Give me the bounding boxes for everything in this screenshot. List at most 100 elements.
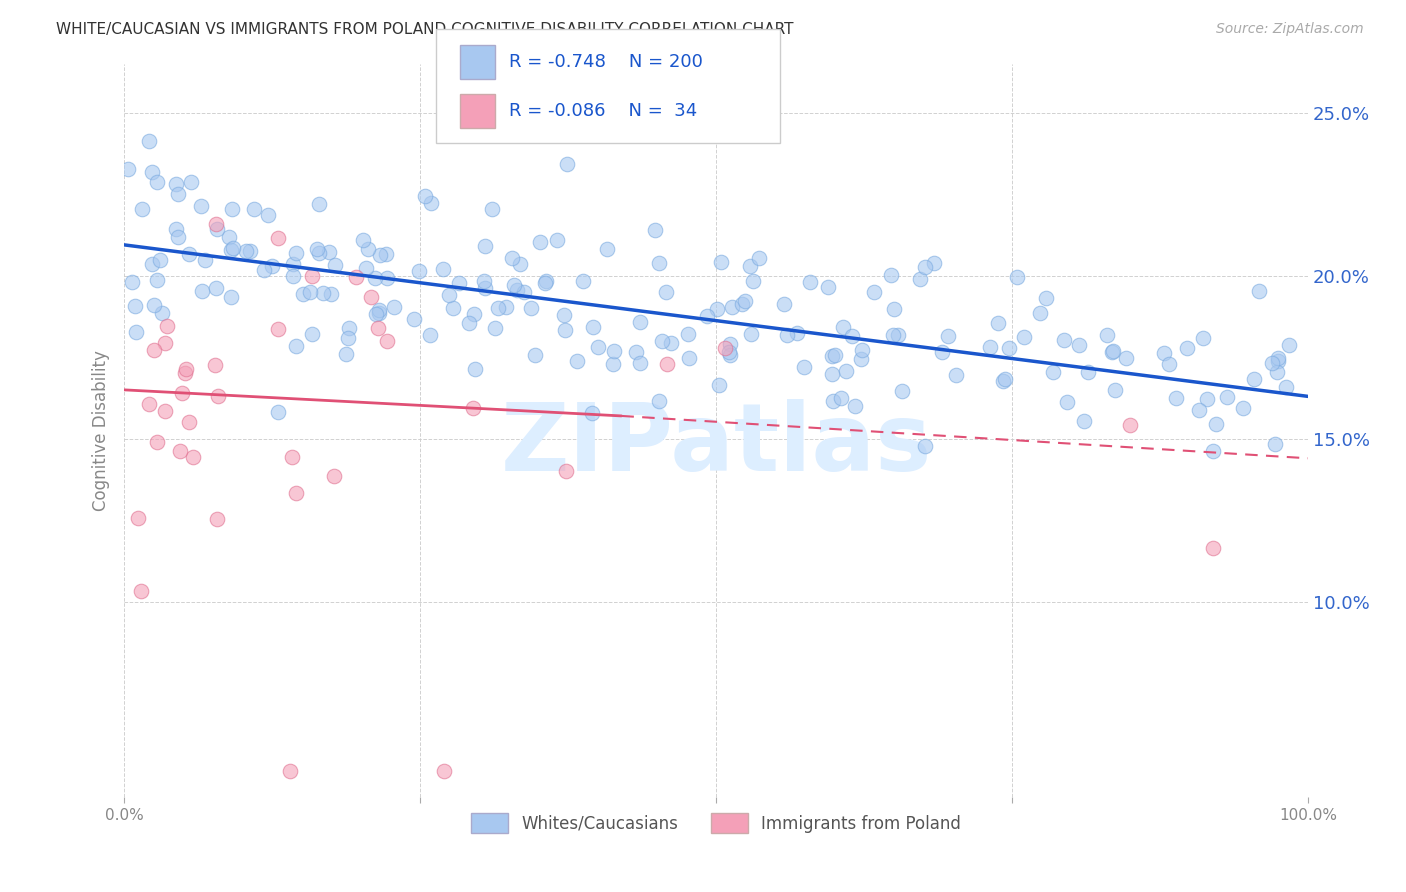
Point	[281, 269, 304, 284]
Point	[731, 297, 754, 311]
Point	[997, 342, 1019, 356]
Point	[717, 344, 740, 359]
Point	[1249, 284, 1271, 298]
Point	[495, 300, 517, 314]
Point	[773, 297, 796, 311]
Point	[501, 251, 523, 265]
Point	[312, 286, 335, 301]
Point	[1175, 341, 1198, 355]
Point	[841, 328, 863, 343]
Point	[1278, 338, 1301, 352]
Point	[167, 230, 190, 244]
Point	[375, 271, 398, 285]
Point	[367, 306, 389, 320]
Point	[1005, 270, 1028, 285]
Point	[335, 346, 357, 360]
Point	[221, 202, 243, 216]
Point	[222, 241, 245, 255]
Point	[472, 274, 495, 288]
Point	[243, 202, 266, 217]
Point	[1119, 418, 1142, 433]
Point	[1260, 356, 1282, 370]
Point	[830, 391, 852, 405]
Point	[420, 196, 443, 211]
Point	[337, 331, 360, 345]
Point	[554, 323, 576, 337]
Point	[718, 348, 741, 362]
Point	[1157, 357, 1180, 371]
Point	[382, 300, 405, 314]
Point	[156, 318, 179, 333]
Point	[150, 306, 173, 320]
Point	[323, 469, 346, 483]
Text: R = -0.748    N = 200: R = -0.748 N = 200	[509, 53, 703, 70]
Point	[1243, 372, 1265, 386]
Point	[218, 230, 240, 244]
Point	[714, 341, 737, 355]
Point	[831, 320, 853, 334]
Text: Source: ZipAtlas.com: Source: ZipAtlas.com	[1216, 22, 1364, 37]
Point	[408, 263, 430, 277]
Point	[413, 189, 436, 203]
Point	[1028, 306, 1050, 320]
Point	[172, 386, 194, 401]
Point	[447, 276, 470, 290]
Point	[219, 244, 242, 258]
Point	[793, 359, 815, 374]
Point	[824, 348, 846, 362]
Point	[851, 352, 873, 367]
Point	[581, 406, 603, 420]
Point	[628, 315, 651, 329]
Point	[308, 245, 330, 260]
Point	[863, 285, 886, 300]
Point	[534, 274, 557, 288]
Point	[648, 393, 671, 408]
Point	[142, 343, 165, 358]
Point	[740, 326, 762, 341]
Point	[165, 221, 187, 235]
Point	[375, 247, 398, 261]
Point	[305, 242, 328, 256]
Text: R = -0.086    N =  34: R = -0.086 N = 34	[509, 102, 697, 120]
Point	[301, 327, 323, 342]
Point	[337, 321, 360, 335]
Point	[661, 336, 683, 351]
Point	[149, 253, 172, 268]
Point	[914, 260, 936, 274]
Point	[991, 374, 1014, 388]
Point	[1101, 345, 1123, 359]
Point	[880, 268, 903, 282]
Point	[1035, 291, 1057, 305]
Point	[183, 450, 205, 464]
Point	[267, 405, 290, 419]
Point	[124, 299, 146, 313]
Point	[260, 259, 283, 273]
Point	[1042, 364, 1064, 378]
Point	[357, 242, 380, 256]
Point	[1067, 338, 1090, 352]
Point	[141, 257, 163, 271]
Point	[1188, 402, 1211, 417]
Y-axis label: Cognitive Disability: Cognitive Disability	[93, 351, 110, 511]
Point	[817, 280, 839, 294]
Point	[734, 293, 756, 308]
Point	[285, 485, 308, 500]
Point	[820, 349, 842, 363]
Point	[354, 260, 377, 275]
Point	[319, 287, 342, 301]
Point	[979, 340, 1001, 354]
Point	[651, 334, 673, 349]
Point	[155, 403, 177, 417]
Point	[624, 345, 647, 359]
Point	[174, 362, 197, 376]
Point	[565, 354, 588, 368]
Point	[127, 510, 149, 524]
Point	[239, 244, 262, 259]
Point	[461, 401, 484, 415]
Point	[180, 175, 202, 189]
Point	[481, 202, 503, 216]
Point	[344, 270, 367, 285]
Point	[360, 290, 382, 304]
Point	[219, 289, 242, 303]
Point	[506, 284, 529, 298]
